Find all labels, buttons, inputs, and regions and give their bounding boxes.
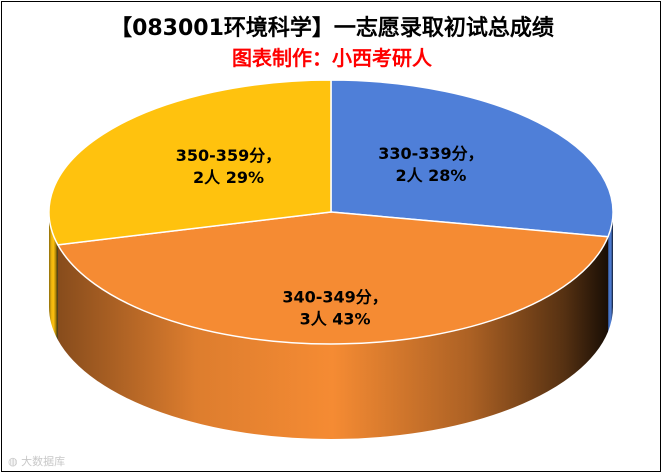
pie-side-1: [57, 236, 609, 440]
watermark: ◍ 大数据库: [8, 453, 65, 469]
pie-slice-1: [56, 211, 610, 345]
pie-slice-0: [330, 79, 614, 238]
watermark-text: 大数据库: [21, 455, 66, 468]
pie-side-2: [49, 212, 58, 340]
slice-label-1: 340-349分， 3人 43%: [282, 288, 387, 329]
slice-label-0: 330-339分， 2人 28%: [378, 144, 483, 185]
pie-slice-2: [48, 79, 332, 246]
chart-subtitle: 图表制作：小西考研人: [232, 46, 432, 70]
watermark-icon: ◍: [8, 455, 18, 468]
chart-title: 【083001环境科学】一志愿录取初试总成绩: [110, 16, 554, 41]
pie-side-0: [608, 212, 613, 332]
slice-label-2: 350-359分， 2人 29%: [176, 146, 281, 187]
